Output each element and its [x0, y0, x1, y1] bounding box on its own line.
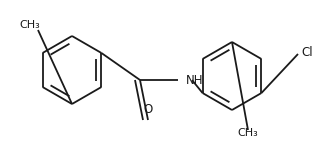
- Text: CH₃: CH₃: [238, 128, 259, 138]
- Text: O: O: [143, 103, 153, 116]
- Text: Cl: Cl: [301, 45, 313, 58]
- Text: CH₃: CH₃: [20, 20, 40, 30]
- Text: NH: NH: [186, 74, 203, 86]
